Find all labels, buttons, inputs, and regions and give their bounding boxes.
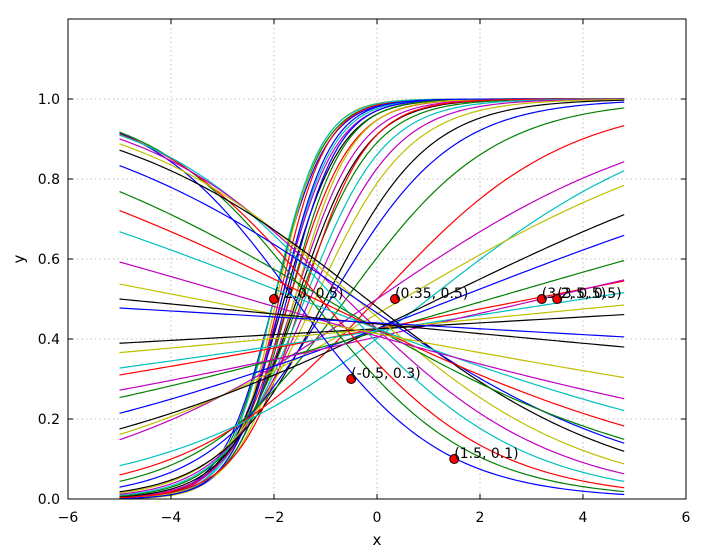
x-tick-label: 4 bbox=[579, 510, 588, 526]
series-line bbox=[119, 283, 625, 379]
series-line bbox=[119, 133, 625, 489]
y-axis-label: y bbox=[10, 254, 28, 263]
data-point bbox=[346, 374, 357, 384]
x-axis-label: x bbox=[373, 531, 382, 549]
series-line bbox=[119, 134, 625, 483]
data-point bbox=[552, 294, 563, 304]
x-tick-label: −4 bbox=[161, 510, 182, 526]
y-tick-label: 0.4 bbox=[38, 332, 60, 348]
series-line bbox=[119, 234, 625, 414]
series-line bbox=[119, 313, 625, 344]
y-axis: 0.0 0.2 0.4 0.6 0.8 1.0 bbox=[38, 92, 686, 508]
series-line bbox=[119, 107, 625, 483]
series-line bbox=[119, 298, 625, 348]
y-tick-label: 1.0 bbox=[38, 92, 60, 108]
series-line bbox=[119, 143, 625, 465]
series-line bbox=[119, 170, 625, 467]
annotated-points: (-2.0, 0.5) (0.35, 0.5) (-0.5, 0.3) (1.5, 0… bbox=[269, 286, 622, 464]
series-line bbox=[119, 231, 625, 412]
series-line bbox=[119, 101, 625, 488]
series-line bbox=[119, 184, 625, 436]
x-tick-label: −2 bbox=[264, 510, 285, 526]
y-tick-label: 0.0 bbox=[38, 492, 60, 508]
series-line bbox=[119, 292, 625, 369]
x-axis: −6 −4 −2 0 2 4 6 bbox=[58, 19, 691, 526]
curves bbox=[119, 98, 625, 499]
series-line bbox=[119, 261, 625, 400]
data-point bbox=[390, 294, 401, 304]
point-label: (-0.5, 0.3) bbox=[351, 366, 420, 382]
series-line bbox=[119, 98, 625, 495]
x-tick-label: 2 bbox=[476, 510, 485, 526]
y-tick-label: 0.2 bbox=[38, 412, 60, 428]
point-label: (-2.0, 0.5) bbox=[274, 286, 343, 302]
y-tick-label: 0.6 bbox=[38, 252, 60, 268]
x-tick-label: 6 bbox=[682, 510, 691, 526]
point-label: (3.5, 0.5) bbox=[557, 286, 621, 302]
point-label: (0.35, 0.5) bbox=[395, 286, 468, 302]
x-tick-label: −6 bbox=[58, 510, 79, 526]
y-tick-label: 0.8 bbox=[38, 172, 60, 188]
series-line bbox=[119, 307, 625, 338]
x-tick-label: 0 bbox=[373, 510, 382, 526]
series-line bbox=[119, 125, 625, 476]
series-line bbox=[119, 99, 625, 493]
data-point bbox=[449, 454, 460, 464]
series-line bbox=[119, 98, 625, 496]
series-line bbox=[119, 132, 625, 496]
data-point bbox=[536, 294, 547, 304]
point-label: (1.5, 0.1) bbox=[454, 446, 518, 462]
data-point bbox=[269, 294, 279, 304]
series-line bbox=[119, 149, 625, 452]
series-line bbox=[119, 98, 625, 499]
